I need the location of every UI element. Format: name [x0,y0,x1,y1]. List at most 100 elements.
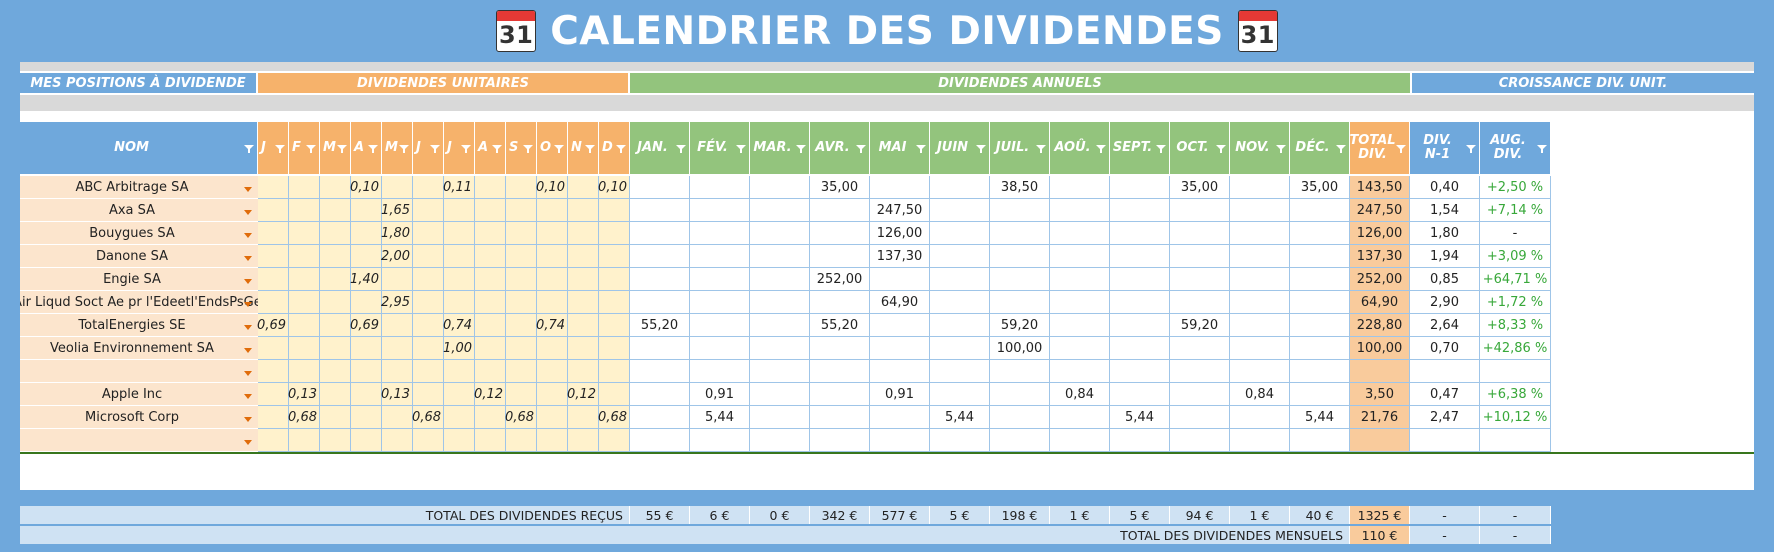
growth-cell[interactable]: +42,86 % [1480,337,1551,360]
unit-dividend-cell[interactable] [382,429,413,452]
annual-dividend-cell[interactable] [750,291,810,314]
growth-cell[interactable]: - [1480,222,1551,245]
annual-dividend-cell[interactable]: 59,20 [1170,314,1230,337]
unit-dividend-cell[interactable] [506,383,537,406]
unit-dividend-cell[interactable] [599,429,630,452]
annual-dividend-cell[interactable] [810,245,870,268]
unit-dividend-cell[interactable] [444,291,475,314]
annual-dividend-cell[interactable] [690,429,750,452]
unit-dividend-cell[interactable] [351,406,382,429]
unit-dividend-cell[interactable] [537,291,568,314]
unit-dividend-cell[interactable] [413,245,444,268]
annual-dividend-cell[interactable]: 0,91 [690,383,750,406]
unit-dividend-cell[interactable] [537,429,568,452]
unit-dividend-cell[interactable]: 0,68 [505,406,537,429]
annual-dividend-cell[interactable]: 137,30 [870,245,930,268]
unit-dividend-cell[interactable] [320,314,351,337]
annual-dividend-cell[interactable]: 126,00 [870,222,930,245]
annual-dividend-cell[interactable] [990,268,1050,291]
unit-dividend-cell[interactable] [599,383,630,406]
annual-dividend-cell[interactable]: 55,20 [630,314,690,337]
unit-dividend-cell[interactable] [506,360,537,383]
header-name[interactable]: NOM [20,122,258,174]
dropdown-arrow-icon[interactable] [244,233,252,238]
annual-dividend-cell[interactable] [990,429,1050,452]
annual-dividend-cell[interactable]: 38,50 [990,176,1050,199]
growth-cell[interactable]: +10,12 % [1480,406,1551,429]
unit-dividend-cell[interactable] [537,337,568,360]
unit-dividend-cell[interactable] [258,268,289,291]
annual-dividend-cell[interactable] [930,199,990,222]
dropdown-arrow-icon[interactable] [244,279,252,284]
unit-dividend-cell[interactable] [258,337,289,360]
row-name-cell[interactable]: Bouygues SA [20,222,258,245]
total-dividend-cell[interactable]: 3,50 [1350,383,1410,406]
unit-dividend-cell[interactable] [568,314,599,337]
unit-dividend-cell[interactable] [506,245,537,268]
unit-dividend-cell[interactable] [382,176,413,199]
unit-dividend-cell[interactable] [413,383,444,406]
unit-dividend-cell[interactable] [413,291,444,314]
unit-dividend-cell[interactable] [289,429,320,452]
unit-dividend-cell[interactable] [413,222,444,245]
unit-dividend-cell[interactable]: 0,69 [350,314,382,337]
unit-dividend-cell[interactable] [537,268,568,291]
unit-dividend-cell[interactable]: 0,10 [536,176,568,199]
header-annual-month[interactable]: DÉC. [1290,122,1350,174]
annual-dividend-cell[interactable]: 35,00 [1170,176,1230,199]
annual-dividend-cell[interactable] [1290,222,1350,245]
unit-dividend-cell[interactable] [320,406,351,429]
annual-dividend-cell[interactable] [1290,314,1350,337]
unit-dividend-cell[interactable] [444,199,475,222]
annual-dividend-cell[interactable] [750,199,810,222]
prev-year-dividend-cell[interactable]: 2,47 [1410,406,1480,429]
unit-dividend-cell[interactable] [258,429,289,452]
header-growth[interactable]: AUG. DIV. [1480,122,1551,174]
header-unit-month[interactable]: J [258,122,289,174]
prev-year-dividend-cell[interactable]: 0,85 [1410,268,1480,291]
row-name-cell[interactable] [20,360,258,383]
unit-dividend-cell[interactable] [475,337,506,360]
header-annual-month[interactable]: NOV. [1230,122,1290,174]
unit-dividend-cell[interactable] [475,176,506,199]
annual-dividend-cell[interactable] [1110,245,1170,268]
annual-dividend-cell[interactable] [1230,406,1290,429]
annual-dividend-cell[interactable] [1050,429,1110,452]
unit-dividend-cell[interactable] [320,176,351,199]
unit-dividend-cell[interactable]: 0,11 [443,176,475,199]
annual-dividend-cell[interactable] [1230,222,1290,245]
unit-dividend-cell[interactable] [382,406,413,429]
unit-dividend-cell[interactable] [258,291,289,314]
annual-dividend-cell[interactable] [690,199,750,222]
unit-dividend-cell[interactable]: 0,68 [598,406,630,429]
annual-dividend-cell[interactable] [930,360,990,383]
annual-dividend-cell[interactable] [1170,291,1230,314]
annual-dividend-cell[interactable] [930,176,990,199]
dropdown-arrow-icon[interactable] [244,371,252,376]
unit-dividend-cell[interactable] [475,245,506,268]
annual-dividend-cell[interactable] [750,314,810,337]
annual-dividend-cell[interactable] [1110,199,1170,222]
header-unit-month[interactable]: D [599,122,630,174]
unit-dividend-cell[interactable] [351,199,382,222]
header-annual-month[interactable]: SEPT. [1110,122,1170,174]
header-annual-month[interactable]: FÉV. [690,122,750,174]
annual-dividend-cell[interactable]: 55,20 [810,314,870,337]
unit-dividend-cell[interactable] [258,222,289,245]
annual-dividend-cell[interactable] [810,337,870,360]
annual-dividend-cell[interactable] [1110,429,1170,452]
annual-dividend-cell[interactable] [1230,245,1290,268]
unit-dividend-cell[interactable] [599,314,630,337]
unit-dividend-cell[interactable]: 1,00 [443,337,475,360]
unit-dividend-cell[interactable] [351,245,382,268]
annual-dividend-cell[interactable] [1230,199,1290,222]
header-annual-month[interactable]: AOÛ. [1050,122,1110,174]
annual-dividend-cell[interactable] [750,245,810,268]
annual-dividend-cell[interactable] [690,291,750,314]
annual-dividend-cell[interactable] [1110,383,1170,406]
prev-year-dividend-cell[interactable]: 1,80 [1410,222,1480,245]
annual-dividend-cell[interactable]: 247,50 [870,199,930,222]
unit-dividend-cell[interactable] [413,314,444,337]
annual-dividend-cell[interactable] [870,406,930,429]
growth-cell[interactable]: +3,09 % [1480,245,1551,268]
